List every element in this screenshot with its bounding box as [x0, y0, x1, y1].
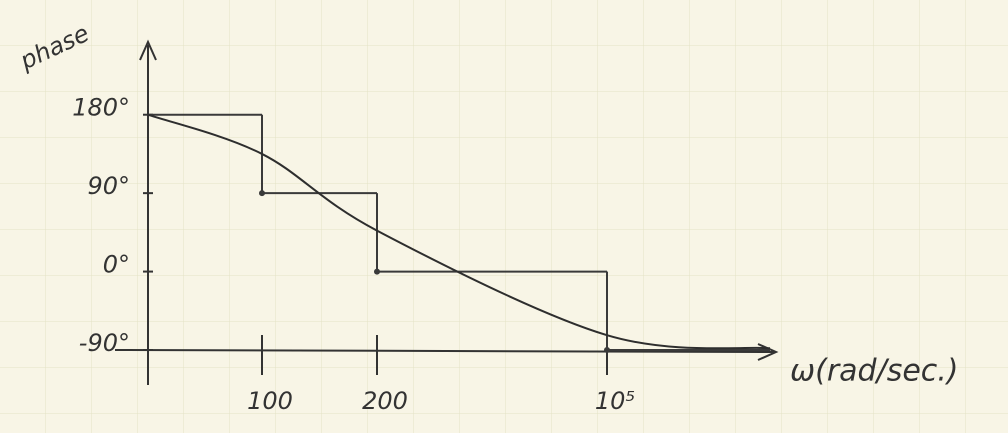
x-axis — [114, 349, 776, 353]
x-tick-label: 200 — [362, 387, 408, 415]
y-tick-label: -90° — [79, 329, 130, 357]
y-tick-label: 0° — [103, 251, 130, 279]
y-arrow — [139, 39, 157, 61]
x-tick-label: 100 — [247, 387, 293, 415]
y-tick-label: 180° — [72, 94, 130, 122]
x-axis-label: ω(rad/sec.) — [790, 354, 959, 389]
axes — [114, 39, 779, 385]
x-arrow — [757, 343, 779, 361]
phase-curve — [147, 113, 771, 350]
y-tick-label: 90° — [87, 172, 130, 200]
x-tick-label: 10⁵ — [595, 387, 635, 415]
